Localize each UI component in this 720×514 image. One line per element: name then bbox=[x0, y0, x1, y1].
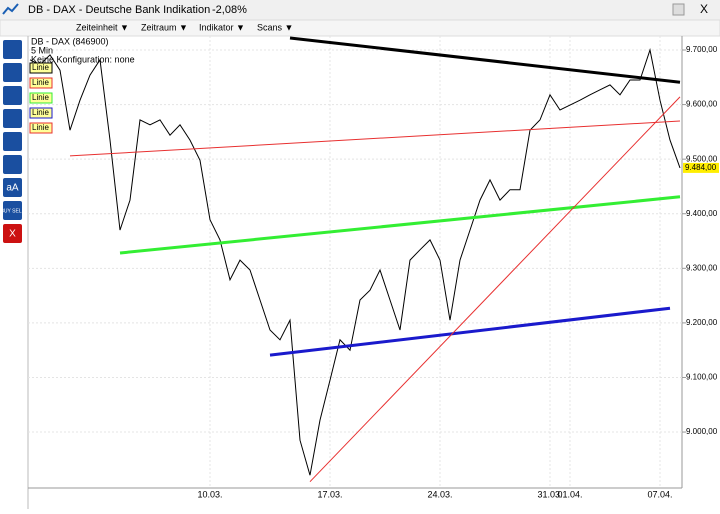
interval: 5 Min bbox=[31, 45, 53, 55]
tool-button[interactable] bbox=[3, 109, 22, 128]
price-label: 9.484,00 bbox=[685, 163, 717, 172]
price-line bbox=[29, 48, 681, 476]
tool-button[interactable] bbox=[3, 178, 22, 197]
y-tick-label: 9.200,00 bbox=[686, 318, 718, 327]
tool-label[interactable]: BUY SELL bbox=[1, 208, 25, 214]
legend-box bbox=[29, 107, 53, 119]
legend-box bbox=[29, 92, 53, 104]
x-tick-label: 01.04. bbox=[557, 489, 582, 499]
legend-box bbox=[29, 122, 53, 134]
legend-label: Linie bbox=[32, 108, 49, 117]
legend-label: Linie bbox=[32, 78, 49, 87]
title-bar bbox=[0, 0, 720, 20]
legend-label: Linie bbox=[32, 123, 49, 132]
window-title: DB - DAX - Deutsche Bank Indikation bbox=[28, 4, 210, 16]
y-tick-label: 9.000,00 bbox=[686, 427, 718, 436]
x-tick-label: 31.03. bbox=[537, 489, 562, 499]
app-icon bbox=[2, 3, 19, 15]
instrument: DB - DAX (846900) bbox=[31, 36, 109, 46]
price-label-box bbox=[683, 162, 719, 173]
x-tick-label: 10.03. bbox=[197, 489, 222, 499]
trend-line bbox=[289, 36, 681, 84]
tool-button[interactable] bbox=[3, 201, 22, 220]
y-tick-label: 9.300,00 bbox=[686, 263, 718, 272]
tool-button[interactable] bbox=[3, 86, 22, 105]
tool-button[interactable] bbox=[3, 224, 22, 243]
minimize-button[interactable] bbox=[672, 3, 685, 16]
menu-item[interactable]: Zeiteinheit ▼ bbox=[76, 22, 129, 32]
tool-label[interactable]: X bbox=[9, 229, 16, 240]
legend-label: Linie bbox=[32, 93, 49, 102]
close-button[interactable]: X bbox=[700, 2, 708, 16]
trend-line bbox=[69, 120, 681, 157]
trend-line bbox=[269, 306, 671, 357]
y-tick-label: 9.500,00 bbox=[686, 154, 718, 163]
tool-button[interactable] bbox=[3, 132, 22, 151]
menu-item[interactable]: Zeitraum ▼ bbox=[141, 22, 188, 32]
plot bbox=[28, 36, 682, 488]
menu-item[interactable]: Scans ▼ bbox=[257, 22, 293, 32]
x-tick-label: 07.04. bbox=[647, 489, 672, 499]
x-tick-label: 24.03. bbox=[427, 489, 452, 499]
menu-item[interactable]: Indikator ▼ bbox=[199, 22, 245, 32]
trend-line bbox=[309, 96, 681, 483]
tool-button[interactable] bbox=[3, 155, 22, 174]
toolbar: aA BUY SELL X bbox=[1, 40, 25, 243]
legend-box bbox=[29, 77, 53, 89]
menu-bar bbox=[0, 19, 720, 37]
change: -2,08% bbox=[212, 4, 247, 16]
tool-label[interactable]: aA bbox=[6, 183, 19, 194]
x-tick-label: 17.03. bbox=[317, 489, 342, 499]
tool-button[interactable] bbox=[3, 40, 22, 59]
y-tick-label: 9.400,00 bbox=[686, 209, 718, 218]
y-tick-label: 9.600,00 bbox=[686, 100, 718, 109]
trend-line bbox=[119, 195, 681, 255]
legend-box bbox=[29, 62, 53, 74]
config: Keine Konfiguration: none bbox=[31, 54, 135, 64]
y-tick-label: 9.100,00 bbox=[686, 373, 718, 382]
tool-button[interactable] bbox=[3, 63, 22, 82]
legend-label: Linie bbox=[32, 63, 49, 72]
y-tick-label: 9.700,00 bbox=[686, 45, 718, 54]
